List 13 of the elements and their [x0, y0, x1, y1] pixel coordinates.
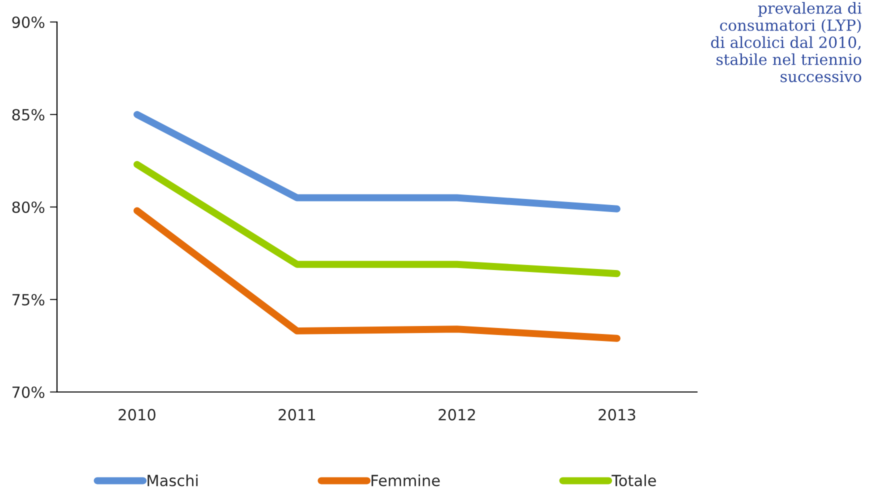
y-tick-label: 85%: [12, 108, 44, 121]
legend-label: Femmine: [372, 474, 440, 486]
legend-label: Totale: [612, 474, 656, 486]
y-tick-label: 75%: [12, 294, 44, 306]
text: prevalenza di consumatori (LYP) di alcolici dal 2010, stabile nel triennio successivo: [711, 2, 862, 82]
y-tick-label: 80%: [12, 201, 44, 214]
x-tick-label: 2012: [438, 408, 475, 420]
x-tick-label: 2013: [598, 408, 636, 420]
y-tick-label: 70%: [12, 386, 44, 398]
y-tick-label: 90%: [12, 16, 44, 28]
legend-label: Maschi: [148, 474, 198, 486]
x-tick-label: 2011: [278, 408, 316, 420]
x-tick-label: 2010: [118, 408, 156, 420]
